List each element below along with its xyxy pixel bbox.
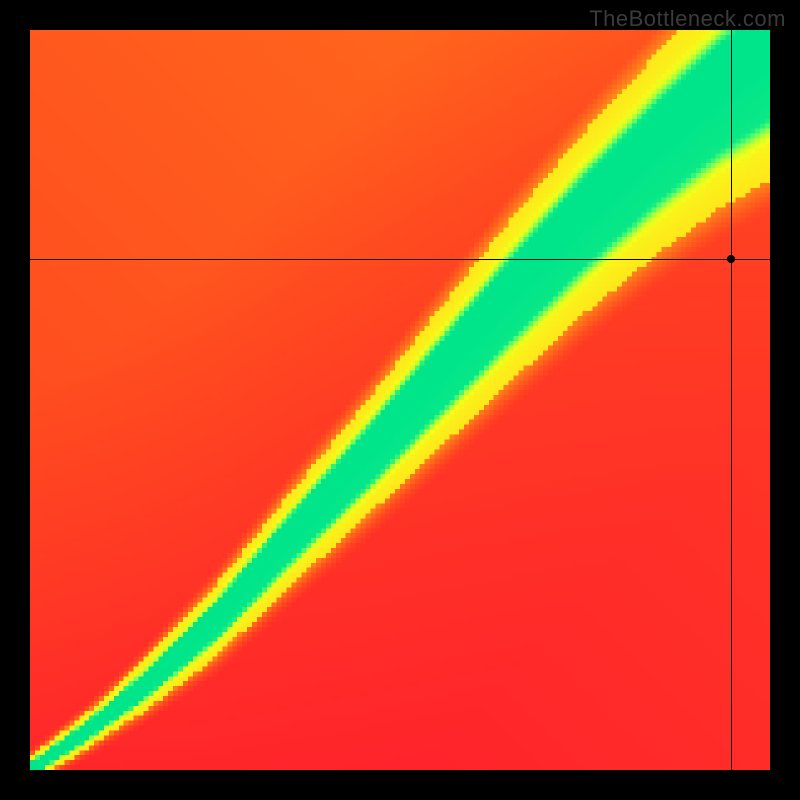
bottleneck-heatmap (30, 30, 770, 770)
watermark-text: TheBottleneck.com (589, 6, 786, 32)
crosshair-vertical-line (731, 30, 732, 770)
plot-area (30, 30, 770, 770)
crosshair-marker-dot (727, 255, 735, 263)
crosshair-horizontal-line (30, 259, 770, 260)
